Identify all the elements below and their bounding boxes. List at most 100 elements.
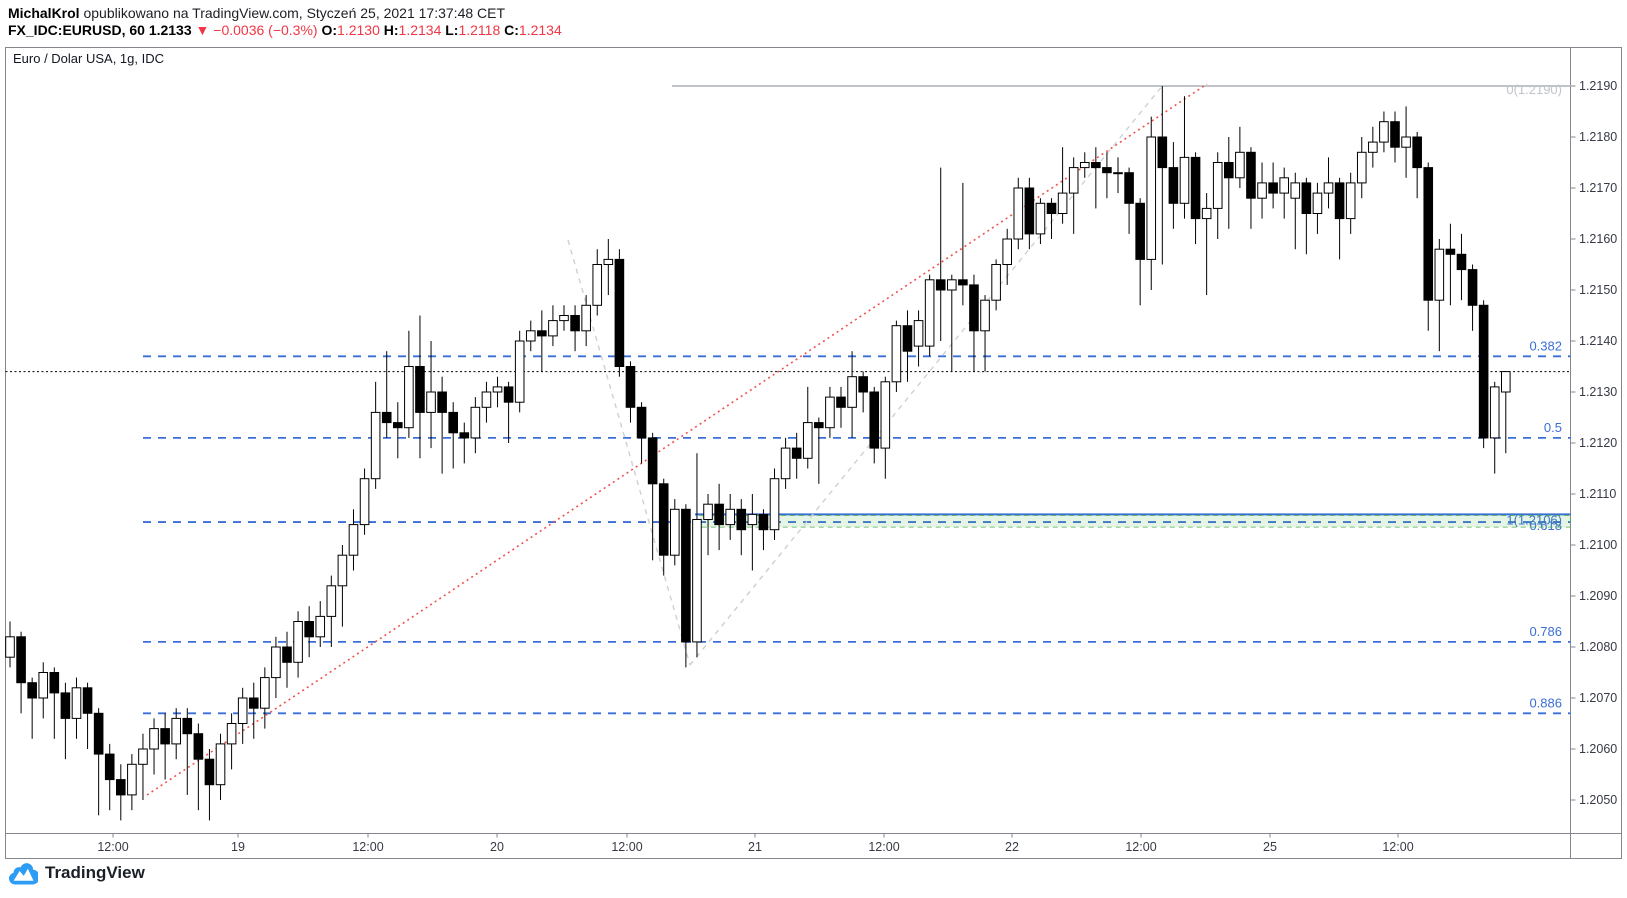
candle-body <box>1401 136 1411 148</box>
price-tick-label: 1.2170 <box>1579 181 1617 195</box>
price-change: −0.0036 (−0.3%) <box>213 22 318 38</box>
candle-body <box>924 279 935 347</box>
fib-level-label-0.382: 0.382 <box>1529 338 1562 353</box>
candle-body <box>847 376 857 408</box>
price-tick-label: 1.2130 <box>1579 385 1617 399</box>
candle-body <box>437 391 447 413</box>
candle-body <box>1002 238 1013 265</box>
candle-body <box>337 554 348 587</box>
candle-body <box>1168 167 1179 204</box>
candle-body <box>581 304 591 332</box>
candle-body <box>381 411 392 424</box>
price-tick-label: 1.2140 <box>1579 334 1617 348</box>
candle-body <box>703 503 713 521</box>
candle-body <box>1135 202 1145 260</box>
candle-body <box>182 717 193 735</box>
candle-body <box>82 687 93 714</box>
candle-body <box>802 422 813 459</box>
time-tick-label: 12:00 <box>611 840 642 854</box>
candle-body <box>902 325 913 352</box>
candle-body <box>714 503 724 526</box>
candle-body <box>1113 172 1123 175</box>
open-value: 1.2130 <box>337 22 380 38</box>
candle-body <box>293 621 303 663</box>
candle-body <box>991 264 1001 301</box>
candle-body <box>404 366 414 429</box>
time-tick-label: 12:00 <box>868 840 899 854</box>
time-tick-label: 12:00 <box>97 840 128 854</box>
candle-body <box>1190 156 1201 220</box>
tradingview-logo[interactable]: TradingView <box>8 860 145 885</box>
candle-body <box>958 279 968 286</box>
symbol-status-row: FX_IDC:EURUSD, 60 1.2133 ▼ −0.0036 (−0.3… <box>8 22 562 38</box>
candle-body <box>1301 182 1312 214</box>
open-label: O: <box>321 22 338 38</box>
candle-body <box>359 478 370 526</box>
candle-body <box>548 320 558 337</box>
candle-body <box>1024 187 1035 235</box>
candle-body <box>1046 202 1057 215</box>
candle-body <box>60 692 71 719</box>
candle-body <box>758 513 769 531</box>
candle-body <box>49 672 60 694</box>
price-tick-label: 1.2150 <box>1579 283 1617 297</box>
candle-body <box>1356 151 1367 184</box>
chart-title: Euro / Dolar USA, 1g, IDC <box>13 51 164 66</box>
candle-body <box>370 411 381 480</box>
candle-body <box>880 381 891 449</box>
chart-border <box>5 47 1622 859</box>
candle-body <box>315 615 326 638</box>
price-tick-label: 1.2050 <box>1579 793 1617 807</box>
candle-body <box>636 406 647 439</box>
candle-body <box>913 320 924 347</box>
candle-body <box>459 432 470 439</box>
candle-body <box>725 508 736 526</box>
candle-body <box>116 779 126 796</box>
candle-body <box>27 682 37 699</box>
candle-body <box>514 340 525 403</box>
candle-body <box>1334 182 1345 220</box>
candle-body <box>592 264 603 306</box>
author-name[interactable]: MichalKrol <box>8 5 80 21</box>
symbol-name[interactable]: FX_IDC:EURUSD, 60 <box>8 22 145 38</box>
candle-body <box>415 366 425 413</box>
candle-body <box>426 391 436 413</box>
gray-dashed-leg-up <box>689 84 1164 666</box>
candle-body <box>791 447 802 459</box>
candle-body <box>1412 136 1422 169</box>
candle-body <box>836 396 846 408</box>
candle-body <box>1390 121 1400 148</box>
fib-level-label-0.5: 0.5 <box>1544 420 1562 435</box>
candle-body <box>1489 386 1500 439</box>
candle-body <box>393 422 403 429</box>
candle-body <box>525 330 536 342</box>
candle-body <box>248 697 259 709</box>
candle-body <box>237 697 248 724</box>
candle-body <box>1246 151 1256 199</box>
candle-body <box>1257 182 1267 199</box>
candle-body <box>271 646 281 679</box>
price-tick-label: 1.2190 <box>1579 79 1617 93</box>
candle-body <box>537 330 547 337</box>
candle-body <box>1323 182 1334 194</box>
fib-level-label-0.786: 0.786 <box>1529 624 1562 639</box>
candle-body <box>503 386 514 403</box>
time-tick-label: 12:00 <box>352 840 383 854</box>
candle-body <box>1279 177 1290 194</box>
time-tick-label: 22 <box>1005 840 1019 854</box>
candle-body <box>1146 136 1157 260</box>
candle-body <box>448 411 458 434</box>
candle-body <box>481 391 492 408</box>
fib-level-label-0.618: 0.618 <box>1529 518 1562 533</box>
candle-body <box>470 406 481 439</box>
candle-body <box>780 447 791 480</box>
candle-body <box>1057 192 1068 215</box>
candle-body <box>1179 156 1190 204</box>
arrow-down-icon: ▼ <box>195 22 210 38</box>
publish-info: opublikowano na TradingView.com, Styczeń… <box>79 5 506 21</box>
tradingview-cloud-icon <box>8 863 38 885</box>
candle-body <box>814 422 824 429</box>
candle-body <box>1345 182 1356 220</box>
candle-body <box>1124 172 1134 204</box>
